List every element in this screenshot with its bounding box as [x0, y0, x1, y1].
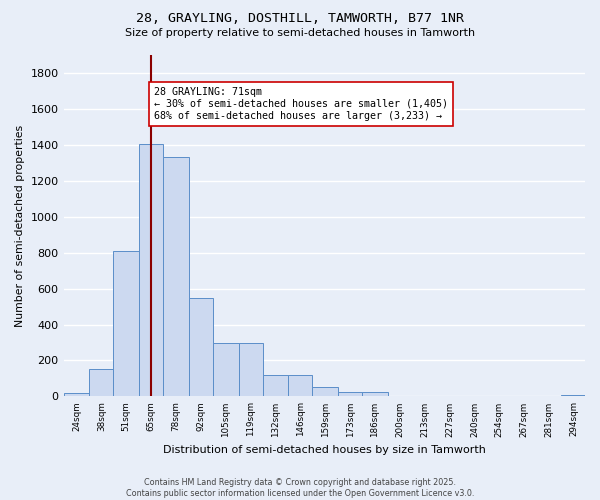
Bar [289, 375, 312, 396]
Bar [239, 344, 263, 396]
Y-axis label: Number of semi-detached properties: Number of semi-detached properties [15, 124, 25, 327]
Bar [362, 392, 388, 396]
Bar [338, 392, 362, 396]
Text: Contains HM Land Registry data © Crown copyright and database right 2025.
Contai: Contains HM Land Registry data © Crown c… [126, 478, 474, 498]
Bar [213, 342, 239, 396]
Bar [263, 375, 289, 396]
Text: 28, GRAYLING, DOSTHILL, TAMWORTH, B77 1NR: 28, GRAYLING, DOSTHILL, TAMWORTH, B77 1N… [136, 12, 464, 26]
Bar [312, 388, 338, 396]
Bar [89, 370, 113, 396]
Bar [163, 158, 189, 396]
X-axis label: Distribution of semi-detached houses by size in Tamworth: Distribution of semi-detached houses by … [163, 445, 486, 455]
Bar [64, 393, 89, 396]
Bar [561, 394, 585, 396]
Bar [189, 298, 213, 396]
Text: Size of property relative to semi-detached houses in Tamworth: Size of property relative to semi-detach… [125, 28, 475, 38]
Text: 28 GRAYLING: 71sqm
← 30% of semi-detached houses are smaller (1,405)
68% of semi: 28 GRAYLING: 71sqm ← 30% of semi-detache… [154, 88, 448, 120]
Bar [139, 144, 163, 397]
Bar [113, 251, 139, 396]
